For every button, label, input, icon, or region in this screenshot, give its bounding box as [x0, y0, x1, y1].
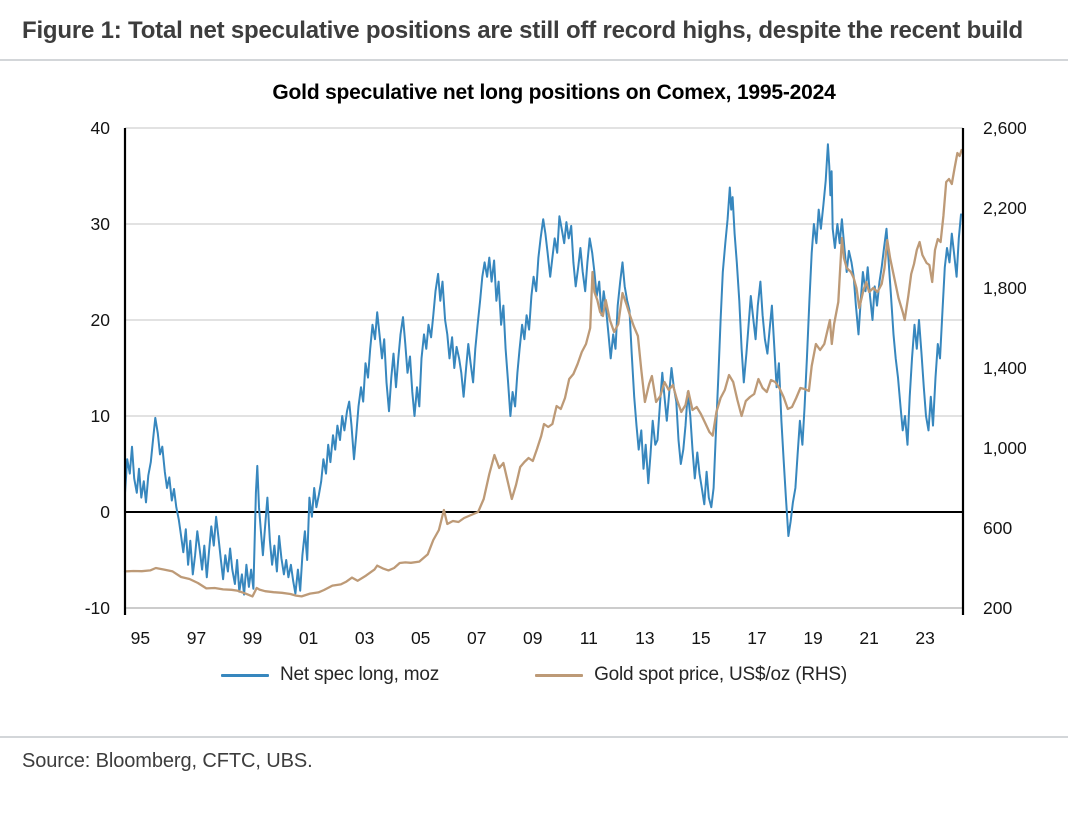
series-line-gold-spot-price [123, 148, 963, 598]
y-right-tick-label: 2,200 [983, 198, 1027, 218]
x-tick-label: 03 [355, 628, 374, 648]
legend-item-gold-spot-price: Gold spot price, US$/oz (RHS) [535, 664, 847, 686]
y-left-tick-label: 30 [91, 214, 111, 234]
gold-spot-price-line-swatch [535, 673, 584, 677]
x-tick-label: 05 [411, 628, 430, 648]
x-tick-label: 11 [580, 628, 598, 648]
x-tick-label: 01 [299, 628, 318, 648]
legend-item-net-spec-long: Net spec long, moz [221, 664, 439, 686]
y-right-tick-label: 200 [983, 598, 1012, 618]
y-right-tick-label: 600 [983, 518, 1012, 538]
chart-title: Gold speculative net long positions on C… [272, 81, 836, 105]
x-tick-label: 97 [187, 628, 206, 648]
legend-label-net-spec-long: Net spec long, moz [280, 664, 440, 686]
x-tick-label: 21 [859, 628, 878, 648]
y-left-tick-label: 40 [91, 118, 111, 138]
figure-caption: Figure 1: Total net speculative position… [22, 17, 1023, 44]
legend-label-gold-spot-price: Gold spot price, US$/oz (RHS) [594, 664, 847, 686]
x-tick-label: 07 [467, 628, 486, 648]
gridlines [125, 127, 963, 609]
net-spec-long-line-swatch [221, 673, 270, 677]
series-line-net-spec-long [124, 143, 962, 596]
y-right-tick-label: 2,600 [983, 118, 1027, 138]
x-tick-label: 13 [635, 628, 654, 648]
y-left-tick-label: 10 [91, 406, 111, 426]
x-tick-label: 99 [243, 628, 262, 648]
x-tick-label: 09 [523, 628, 542, 648]
x-axis-labels: 95 97 99 01 03 05 07 09 11 13 15 17 19 21 23 [131, 628, 935, 648]
x-tick-label: 23 [915, 628, 934, 648]
y-axis-right-labels: 2,600 2,200 1,800 1,400 1,000 600 200 [983, 118, 1027, 618]
x-tick-label: 19 [803, 628, 822, 648]
caption-divider [0, 59, 1068, 62]
y-axis-left-labels: 40 30 20 10 0 -10 [85, 118, 111, 618]
y-right-tick-label: 1,000 [983, 438, 1027, 458]
x-tick-label: 17 [747, 628, 766, 648]
source-text: Source: Bloomberg, CFTC, UBS. [22, 750, 313, 773]
y-left-tick-label: 0 [100, 502, 110, 522]
y-right-tick-label: 1,800 [983, 278, 1027, 298]
chart-container: Gold speculative net long positions on C… [0, 81, 1068, 686]
y-right-tick-label: 1,400 [983, 358, 1027, 378]
source-block: Source: Bloomberg, CFTC, UBS. [0, 736, 1068, 787]
y-left-tick-label: 20 [91, 310, 111, 330]
x-tick-label: 95 [131, 628, 150, 648]
y-left-tick-label: -10 [85, 598, 111, 618]
chart-canvas: 40 30 20 10 0 -10 2,600 2,200 1,800 1,400 1,000 600… [85, 118, 1027, 648]
chart-legend: Net spec long, moz Gold spot price, US$/… [0, 664, 1068, 686]
x-tick-label: 15 [691, 628, 710, 648]
